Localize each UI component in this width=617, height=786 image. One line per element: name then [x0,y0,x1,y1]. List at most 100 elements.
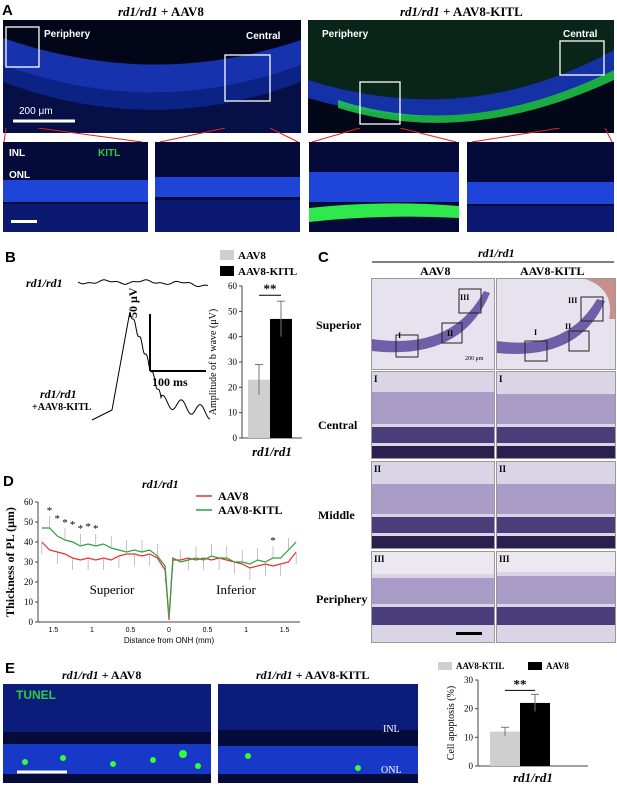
erg-trace-kitl [91,311,210,421]
scale-t-label: 100 ms [152,375,188,389]
y-tick-label: 30 [228,357,238,367]
x-tick-label: 0.5 [203,627,213,634]
legend-label: AAV8-KITL [238,266,297,278]
panel-e-right-title: rd1/rd1 + AAV8-KITL [256,668,370,682]
histo-aav8-periphery [371,551,495,643]
legend-swatch [220,266,234,276]
roman-ii-middle-kitl: II [499,464,507,474]
erg-traces [77,279,210,421]
legend-label: AAV8-KTIL [456,661,504,671]
roman-iii-kitl: III [568,296,578,305]
row-label-central: Central [318,418,358,432]
tunel-kitl-micrograph [218,684,418,783]
panel-d-letter: D [3,473,14,490]
histo-aav8-middle [371,461,495,549]
row-label-periphery: Periphery [316,592,368,606]
panel-e-letter: E [5,660,16,677]
bar-aav8-kitl [270,318,292,438]
legend-label: AAV8 [546,661,569,671]
x-tick-label: 1.5 [280,627,290,634]
periphery-label-left: Periphery [44,29,91,40]
roman-iii-periphery-aav8: III [374,554,385,564]
y-tick-label: 0 [29,617,34,627]
tunel-aav8-micrograph [3,684,211,783]
y-tick-label: 20 [24,577,34,587]
aav8-overview-micrograph [3,20,301,133]
legend-swatch [438,662,452,670]
roman-i-aav8: I [398,331,402,340]
roman-iii-periphery-kitl: III [499,554,510,564]
significance-star: * [93,523,99,535]
y-tick-label: 50 [24,517,34,527]
central-label-left: Central [246,31,281,42]
roman-iii-aav8: III [460,293,470,302]
panel-c-col1: AAV8 [420,264,451,278]
y-tick-label: 0 [469,761,474,771]
y-axis-label: Thickness of PL (μm) [3,507,17,617]
roman-i-central-aav8: I [374,374,378,384]
y-tick-label: 30 [464,675,474,685]
erg-trace-rd1 [77,279,209,287]
kitl-label: KITL [98,148,121,159]
x-axis-label: rd1/rd1 [252,444,292,459]
zoom-aav8-periphery [3,142,148,232]
y-tick-label: 60 [24,497,34,507]
y-tick-label: 20 [464,704,474,714]
region-label-superior: Superior [90,582,135,597]
legend-swatch [220,250,234,260]
panel-b-letter: B [5,249,16,266]
y-tick-label: 10 [464,732,474,742]
panel-c-header: rd1/rd1 [478,246,515,260]
panel-c-letter: C [318,249,329,266]
periphery-label-right: Periphery [322,29,369,40]
zoom-kitl-periphery [309,142,459,232]
b-wave-bar-chart: 0 10 20 30 40 50 60 ** Amplitude of b wave (μV) r… [208,250,302,459]
tunel-label: TUNEL [16,688,56,702]
chart-title: rd1/rd1 [142,477,179,491]
x-tick-label: 0.5 [126,627,136,634]
scale-v-label: 50 μV [126,287,140,318]
onl-label: ONL [9,170,31,181]
y-tick-label: 60 [228,281,238,291]
significance-star: * [70,519,76,531]
legend-label: AAV8 [238,250,266,262]
roman-ii-kitl: II [565,322,572,331]
y-tick-label: 0 [233,433,238,443]
legend-swatch [528,662,542,670]
e-onl-label: ONL [381,765,402,776]
bar-aav8-ktil [490,731,520,766]
significance-star: * [62,517,68,529]
y-tick-label: 20 [228,382,238,392]
zoom-connector-lines [3,128,613,143]
series-line-aav8 [41,541,297,621]
histo-aav8-central [371,371,495,459]
aav8-kitl-overview-micrograph [308,20,614,133]
y-tick-label: 50 [228,306,238,316]
erg-trace-label-2-geno: rd1/rd1 [40,387,77,401]
central-label-right: Central [563,29,598,40]
superior-scale: 200 μm [465,356,484,362]
zoom-aav8-central [155,142,300,232]
x-tick-label: 1 [90,627,94,634]
panel-c-header-line [372,261,614,263]
significance-star: * [55,513,61,525]
x-tick-label: 0 [167,627,171,634]
scale-bar-label: 200 μm [19,106,53,117]
region-label-inferior: Inferior [216,582,256,597]
y-axis-label: Amplitude of b wave (μV) [208,309,219,415]
panel-a-letter: A [2,2,13,19]
apoptosis-bar-chart: 0 10 20 30 ** Cell apoptosis (%) rd1/rd1 AAV8-K… [438,661,588,785]
x-axis-label: rd1/rd1 [513,770,553,785]
significance-star: * [85,521,91,533]
significance-star: * [270,535,276,547]
histo-kitl-periphery [496,551,616,643]
roman-i-central-kitl: I [499,374,503,384]
legend-label: AAV8-KITL [218,503,282,517]
significance-stars: ** [514,676,527,691]
x-tick-label: 1.5 [49,627,59,634]
y-tick-label: 40 [24,537,34,547]
y-tick-label: 40 [228,332,238,342]
y-tick-label: 30 [24,557,34,567]
e-inl-label: INL [383,724,400,735]
